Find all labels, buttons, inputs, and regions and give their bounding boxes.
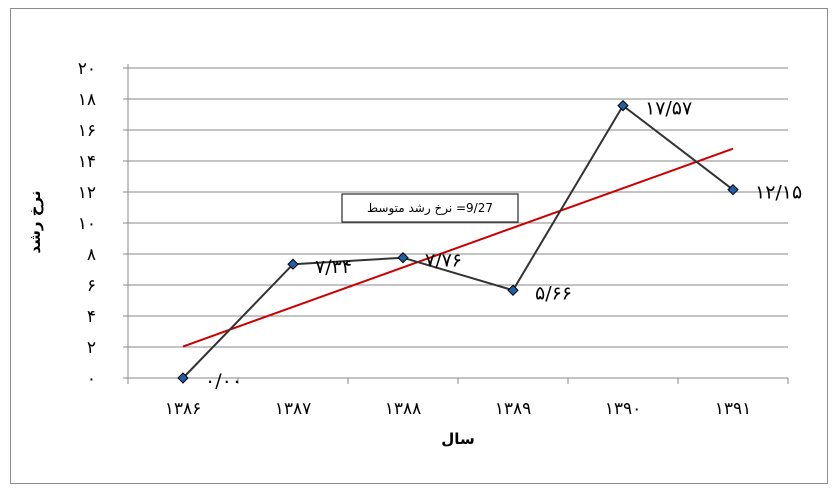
data-label: ۱۲/۱۵ — [755, 182, 802, 204]
x-tick-label: ۱۳۸۸ — [385, 399, 422, 419]
x-axis-title: سال — [441, 430, 474, 448]
trendline — [182, 147, 734, 348]
y-tick-label: ۱۴ — [78, 152, 96, 172]
data-labels: ۰/۰۰ ۷/۳۴ ۷/۷۶ ۵/۶۶ ۱۷/۵۷ ۱۲/۱۵ — [205, 98, 802, 392]
x-tick-label: ۱۳۸۹ — [495, 399, 532, 419]
y-tick-label: ۲ — [87, 338, 96, 358]
y-axis-title: نرخ رشد — [26, 190, 44, 253]
y-axis-ticks: ۰ ۲ ۴ ۶ ۸ ۱۰ ۱۲ ۱۴ ۱۶ ۱۸ ۲۰ — [78, 59, 128, 389]
y-tick-label: ۶ — [87, 276, 96, 296]
series-line — [182, 104, 734, 379]
x-tick-label: ۱۳۸۶ — [165, 399, 202, 419]
data-point-marker — [177, 372, 189, 384]
y-tick-label: ۱۰ — [78, 214, 96, 234]
data-label: ۰/۰۰ — [205, 370, 242, 392]
data-point-marker — [507, 284, 519, 296]
gridlines — [128, 67, 788, 348]
y-tick-label: ۰ — [87, 369, 96, 389]
data-point-marker — [287, 258, 299, 270]
data-label: ۵/۶۶ — [535, 282, 572, 304]
data-point-marker — [727, 183, 739, 196]
x-axis-ticks: ۱۳۸۶ ۱۳۸۷ ۱۳۸۸ ۱۳۸۹ ۱۳۹۰ ۱۳۹۱ — [127, 378, 789, 419]
y-tick-label: ۱۲ — [78, 183, 96, 203]
data-point-marker — [397, 252, 409, 264]
data-label: ۷/۷۶ — [425, 250, 462, 272]
y-tick-label: ۱۸ — [78, 90, 96, 110]
data-label: ۷/۳۴ — [315, 256, 352, 278]
annotation-box: 9/27= نرخ رشد متوسط — [341, 193, 519, 223]
series-group — [177, 99, 739, 384]
y-tick-label: ۲۰ — [78, 59, 96, 79]
y-tick-label: ۱۶ — [78, 121, 96, 141]
x-tick-label: ۱۳۹۱ — [715, 399, 752, 419]
y-tick-label: ۸ — [87, 245, 96, 265]
chart-frame — [10, 8, 828, 484]
data-point-marker — [617, 99, 629, 112]
x-tick-label: ۱۳۹۰ — [605, 399, 642, 419]
data-label: ۱۷/۵۷ — [645, 98, 692, 120]
trendline-group — [182, 147, 734, 348]
x-tick-label: ۱۳۸۷ — [275, 399, 312, 419]
y-tick-label: ۴ — [87, 307, 96, 327]
annotation-text: 9/27= نرخ رشد متوسط — [367, 201, 493, 216]
axes — [127, 64, 788, 379]
